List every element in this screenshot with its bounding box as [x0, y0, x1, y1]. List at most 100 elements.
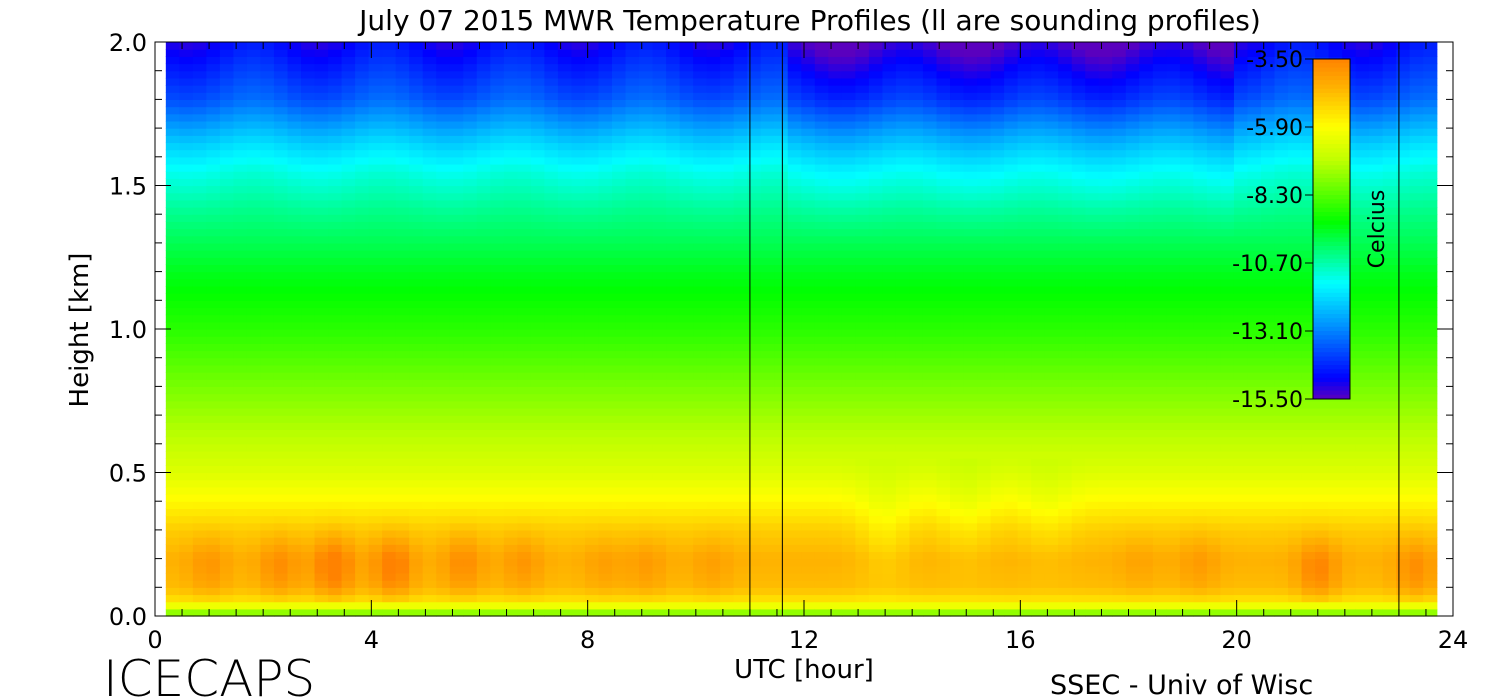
heatmap-cell: [936, 171, 951, 179]
heatmap-cell: [747, 350, 762, 359]
heatmap-cell: [774, 587, 789, 596]
heatmap-cell: [422, 285, 437, 294]
heatmap-cell: [652, 192, 667, 201]
heatmap-cell: [490, 501, 505, 509]
heatmap-cell: [841, 171, 856, 179]
heatmap-cell: [855, 192, 870, 201]
heatmap-cell: [355, 214, 370, 222]
heatmap-cell: [436, 529, 451, 538]
heatmap-cell: [720, 608, 735, 617]
heatmap-cell: [571, 587, 586, 596]
heatmap-cell: [855, 156, 870, 165]
heatmap-cell: [828, 192, 843, 201]
heatmap-cell: [219, 178, 235, 187]
heatmap-cell: [233, 120, 248, 129]
heatmap-cell: [192, 163, 207, 172]
heatmap-cell: [328, 163, 343, 172]
heatmap-cell: [436, 142, 451, 151]
heatmap-cell: [165, 293, 180, 301]
heatmap-cell: [841, 278, 856, 287]
heatmap-cell: [463, 407, 478, 416]
heatmap-cell: [273, 314, 289, 323]
heatmap-cell: [233, 458, 248, 466]
heatmap-cell: [409, 163, 424, 172]
heatmap-cell: [720, 580, 735, 588]
heatmap-cell: [666, 250, 681, 258]
heatmap-cell: [625, 601, 640, 610]
heatmap-cell: [814, 565, 829, 574]
heatmap-cell: [449, 450, 464, 459]
heatmap-cell: [314, 379, 329, 387]
heatmap-cell: [679, 113, 694, 122]
heatmap-cell: [922, 163, 938, 172]
heatmap-cell: [382, 106, 397, 115]
heatmap-cell: [544, 422, 559, 431]
heatmap-cell: [598, 149, 613, 158]
heatmap-cell: [544, 228, 559, 237]
heatmap-cell: [706, 587, 721, 596]
heatmap-cell: [720, 379, 735, 387]
heatmap-cell: [463, 99, 478, 108]
heatmap-cell: [409, 70, 424, 79]
heatmap-cell: [328, 544, 343, 553]
heatmap-cell: [192, 386, 207, 395]
heatmap-cell: [233, 300, 248, 309]
heatmap-cell: [990, 558, 1005, 567]
heatmap-cell: [639, 508, 654, 517]
heatmap-cell: [395, 372, 410, 380]
heatmap-cell: [179, 537, 194, 545]
heatmap-cell: [490, 106, 505, 115]
heatmap-cell: [219, 221, 235, 230]
heatmap-cell: [490, 149, 505, 158]
heatmap-cell: [733, 149, 748, 158]
heatmap-cell: [328, 479, 343, 488]
heatmap-cell: [260, 522, 275, 531]
heatmap-cell: [206, 221, 221, 230]
heatmap-cell: [801, 479, 816, 488]
heatmap-cell: [192, 142, 207, 151]
heatmap-cell: [422, 422, 437, 431]
heatmap-cell: [192, 178, 207, 187]
heatmap-cell: [314, 565, 329, 574]
heatmap-cell: [409, 379, 424, 387]
heatmap-cell: [368, 257, 383, 266]
heatmap-cell: [774, 558, 789, 567]
heatmap-cell: [503, 357, 518, 366]
heatmap-cell: [382, 429, 397, 438]
heatmap-cell: [463, 386, 478, 395]
heatmap-cell: [341, 336, 356, 344]
heatmap-cell: [314, 228, 329, 237]
heatmap-cell: [449, 250, 464, 258]
heatmap-cell: [355, 85, 370, 93]
heatmap-cell: [463, 494, 478, 502]
heatmap-cell: [273, 128, 289, 136]
heatmap-cell: [355, 307, 370, 316]
heatmap-cell: [273, 357, 289, 366]
heatmap-cell: [192, 515, 207, 524]
heatmap-cell: [436, 185, 451, 194]
heatmap-cell: [801, 386, 816, 395]
heatmap-cell: [490, 214, 505, 222]
heatmap-cell: [422, 135, 437, 144]
heatmap-cell: [625, 242, 640, 251]
heatmap-cell: [328, 77, 343, 86]
heatmap-cell: [530, 92, 545, 100]
heatmap-cell: [787, 522, 802, 531]
heatmap-cell: [571, 450, 586, 459]
heatmap-cell: [895, 608, 911, 617]
heatmap-cell: [666, 42, 681, 50]
heatmap-cell: [341, 163, 356, 172]
heatmap-cell: [490, 580, 505, 588]
heatmap-cell: [612, 242, 627, 251]
heatmap-cell: [841, 192, 856, 201]
heatmap-cell: [1004, 558, 1019, 567]
heatmap-cell: [409, 264, 424, 273]
heatmap-cell: [530, 63, 545, 72]
heatmap-cell: [517, 565, 532, 574]
heatmap-cell: [612, 551, 627, 560]
heatmap-cell: [355, 250, 370, 258]
heatmap-cell: [314, 314, 329, 323]
heatmap-cell: [828, 63, 843, 72]
heatmap-cell: [395, 235, 410, 244]
heatmap-cell: [612, 214, 627, 222]
